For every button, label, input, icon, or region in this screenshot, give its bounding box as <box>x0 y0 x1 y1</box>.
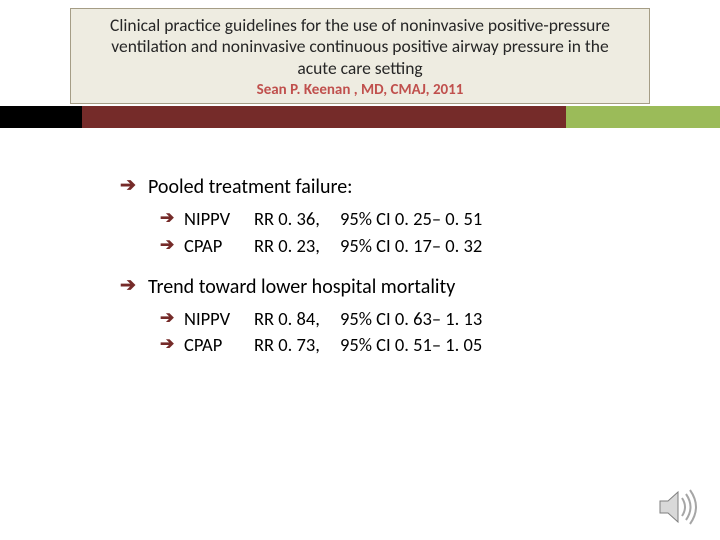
speaker-icon <box>658 488 702 526</box>
sub-rr: RR 0. 36, <box>254 206 340 233</box>
title-card: Clinical practice guidelines for the use… <box>70 8 650 104</box>
sub-ci: 95% CI 0. 63– 1. 13 <box>340 306 640 333</box>
sub-label: NIPPV <box>184 206 254 233</box>
arrow-icon: ➔ <box>160 233 184 260</box>
sub-ci: 95% CI 0. 17– 0. 32 <box>340 233 640 260</box>
sub-list: ➔ NIPPV RR 0. 36, 95% CI 0. 25– 0. 51 ➔ … <box>120 206 640 260</box>
stripe-segment-black <box>0 106 82 128</box>
list-item: ➔ NIPPV RR 0. 36, 95% CI 0. 25– 0. 51 <box>160 206 640 233</box>
sub-rr: RR 0. 23, <box>254 233 340 260</box>
body-content: ➔ Pooled treatment failure: ➔ NIPPV RR 0… <box>120 160 640 367</box>
sub-label: CPAP <box>184 233 254 260</box>
list-item: ➔ Pooled treatment failure: <box>120 174 640 200</box>
sub-ci: 95% CI 0. 51– 1. 05 <box>340 332 640 359</box>
stripe-segment-green <box>566 106 720 128</box>
bullet-text: Trend toward lower hospital mortality <box>148 274 640 300</box>
arrow-icon: ➔ <box>120 274 148 300</box>
stripe-segment-maroon <box>82 106 566 128</box>
list-item: ➔ Trend toward lower hospital mortality <box>120 274 640 300</box>
list-item: ➔ CPAP RR 0. 73, 95% CI 0. 51– 1. 05 <box>160 332 640 359</box>
sub-label: NIPPV <box>184 306 254 333</box>
accent-stripe <box>0 106 720 128</box>
slide-author: Sean P. Keenan , MD, CMAJ, 2011 <box>95 81 625 100</box>
arrow-icon: ➔ <box>160 206 184 233</box>
sub-rr: RR 0. 84, <box>254 306 340 333</box>
sub-list: ➔ NIPPV RR 0. 84, 95% CI 0. 63– 1. 13 ➔ … <box>120 306 640 360</box>
sub-rr: RR 0. 73, <box>254 332 340 359</box>
arrow-icon: ➔ <box>120 174 148 200</box>
list-item: ➔ CPAP RR 0. 23, 95% CI 0. 17– 0. 32 <box>160 233 640 260</box>
slide-title: Clinical practice guidelines for the use… <box>95 15 625 79</box>
sub-label: CPAP <box>184 332 254 359</box>
arrow-icon: ➔ <box>160 332 184 359</box>
list-item: ➔ NIPPV RR 0. 84, 95% CI 0. 63– 1. 13 <box>160 306 640 333</box>
bullet-text: Pooled treatment failure: <box>148 174 640 200</box>
sub-ci: 95% CI 0. 25– 0. 51 <box>340 206 640 233</box>
arrow-icon: ➔ <box>160 306 184 333</box>
